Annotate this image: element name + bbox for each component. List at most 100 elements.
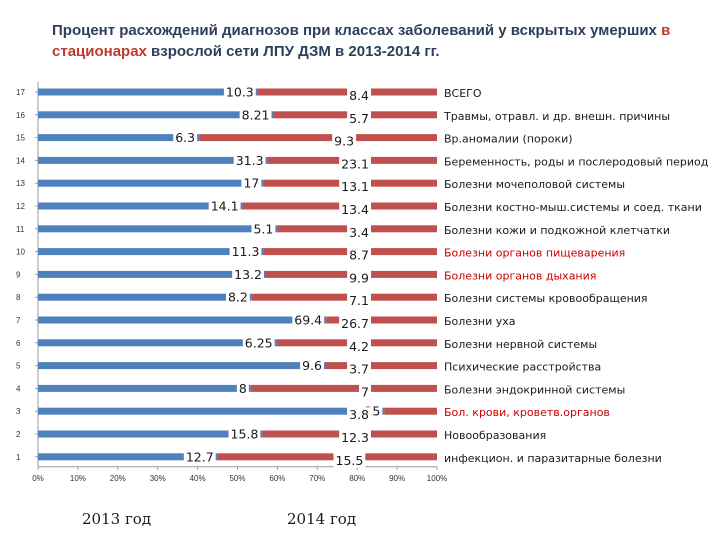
- category-label: Новообразования: [444, 429, 546, 442]
- data-label-bg: [347, 270, 372, 286]
- x-tick-label: 70%: [309, 474, 325, 483]
- data-label-2013: 8.2: [228, 290, 248, 305]
- bar-2014: [326, 316, 437, 324]
- x-tick-label: 10%: [70, 474, 86, 483]
- y-tick-label: 1: [16, 453, 21, 462]
- data-label-bg: [232, 266, 264, 282]
- y-tick-label: 12: [16, 202, 25, 211]
- bar-2014: [217, 453, 437, 461]
- legend-2013: 2013 год: [82, 510, 151, 528]
- category-label: ВСЕГО: [444, 87, 482, 100]
- data-label-bg: [239, 107, 272, 123]
- data-label-bg: [251, 221, 276, 237]
- data-label-2013: 12.7: [186, 449, 214, 464]
- data-label-2013: 11.3: [232, 244, 260, 259]
- data-label-2013: 5.1: [254, 221, 274, 236]
- data-label-bg: [236, 380, 249, 396]
- data-label-2014: 9.3: [334, 134, 354, 149]
- data-label-bg: [347, 338, 371, 354]
- x-tick-label: 20%: [110, 474, 126, 483]
- data-label-bg: [332, 133, 357, 149]
- x-tick-label: 60%: [269, 474, 285, 483]
- bar-2014: [250, 384, 437, 392]
- data-label-2013: 13.2: [234, 267, 262, 282]
- data-label-bg: [339, 316, 371, 331]
- title-highlight: в стационарах: [52, 22, 671, 60]
- data-label-bg: [339, 430, 371, 445]
- data-label-bg: [347, 361, 371, 377]
- y-tick-label: 16: [16, 111, 25, 120]
- category-label: Болезни мочеполовой системы: [444, 178, 625, 191]
- bar-2013: [38, 384, 251, 392]
- bar-2013: [38, 88, 258, 96]
- data-label-2014: 15.5: [336, 453, 364, 468]
- category-label: Психические расстройства: [444, 361, 601, 374]
- bar-2013: [38, 362, 326, 370]
- y-tick-label: 6: [16, 339, 21, 348]
- data-label-2013: 9.6: [302, 358, 322, 373]
- bar-2013: [38, 430, 263, 438]
- data-label-bg: [347, 110, 371, 126]
- bar-2013: [38, 316, 327, 324]
- legend-2014: 2014 год: [287, 510, 356, 528]
- x-tick-label: 90%: [389, 474, 405, 483]
- title-part1: Процент расхождений диагнозов при класса…: [52, 22, 662, 39]
- data-label-2013: 69.4: [294, 313, 322, 328]
- data-label-bg: [339, 179, 371, 195]
- data-label-2013: 14.1: [211, 199, 239, 214]
- data-label-2013: 6.3: [175, 130, 195, 145]
- category-label: Болезни органов дыхания: [444, 269, 596, 282]
- data-label-bg: [229, 244, 262, 260]
- data-label-bg: [347, 224, 372, 240]
- y-tick-label: 14: [16, 156, 25, 165]
- bar-2013: [38, 156, 268, 164]
- category-label: Травмы, отравл. и др. внешн. причины: [443, 110, 670, 123]
- category-label: Бол. крови, кроветв.органов: [444, 406, 610, 419]
- y-tick-label: 4: [16, 384, 21, 393]
- y-tick-label: 13: [16, 179, 25, 188]
- category-label: Вр.аномалии (пороки): [444, 133, 573, 146]
- data-label-bg: [228, 426, 261, 442]
- y-tick-label: 5: [16, 362, 21, 371]
- x-tick-label: 50%: [229, 474, 245, 483]
- bar-2013: [38, 225, 278, 233]
- data-label-2014: 7: [361, 384, 369, 399]
- y-tick-label: 7: [16, 316, 21, 325]
- y-tick-label: 15: [16, 134, 25, 143]
- bar-2013: [38, 270, 266, 278]
- bar-2013: [38, 202, 243, 210]
- x-tick-label: 40%: [190, 474, 206, 483]
- category-label: Беременность, роды и послеродовый период: [444, 155, 709, 168]
- data-label-bg: [292, 312, 325, 328]
- data-label-2013: 8.21: [242, 107, 270, 122]
- y-tick-label: 11: [16, 225, 25, 234]
- title-part2: взрослой сети ЛПУ ДЗМ в 2013-2014 гг.: [146, 43, 440, 60]
- y-tick-label: 8: [16, 293, 21, 302]
- x-tick-label: 100%: [427, 474, 447, 483]
- data-label-2014: 13.4: [341, 202, 369, 217]
- bar-2013: [38, 453, 218, 461]
- y-tick-label: 2: [16, 430, 21, 439]
- data-label-2013: 10.3: [226, 85, 254, 100]
- data-label-2014: 26.7: [341, 316, 369, 331]
- bar-2013: [38, 134, 200, 142]
- data-label-bg: [339, 202, 372, 217]
- y-tick-label: 10: [16, 248, 25, 257]
- bar-2013: [38, 179, 264, 187]
- x-tick-label: 30%: [150, 474, 166, 483]
- data-label-2014: 5.7: [349, 111, 369, 126]
- data-label-bg: [233, 152, 266, 168]
- category-label: инфекцион. и паразитарные болезни: [444, 452, 662, 465]
- data-label-2013: 31.3: [236, 153, 264, 168]
- data-label-2014: 8.4: [349, 88, 369, 103]
- bar-2013: [38, 248, 264, 256]
- data-label-2014: 3.8: [349, 407, 369, 422]
- data-label-bg: [208, 198, 241, 214]
- data-label-2013: 8: [239, 381, 247, 396]
- category-label: Болезни органов пищеварения: [444, 247, 625, 260]
- bar-2014: [384, 407, 437, 415]
- data-label-2014: 4.2: [349, 339, 369, 354]
- category-label: Болезни костно-мыш.системы и соед. ткани: [444, 201, 702, 214]
- data-label-2014: 7.1: [349, 293, 369, 308]
- bar-2014: [251, 293, 437, 301]
